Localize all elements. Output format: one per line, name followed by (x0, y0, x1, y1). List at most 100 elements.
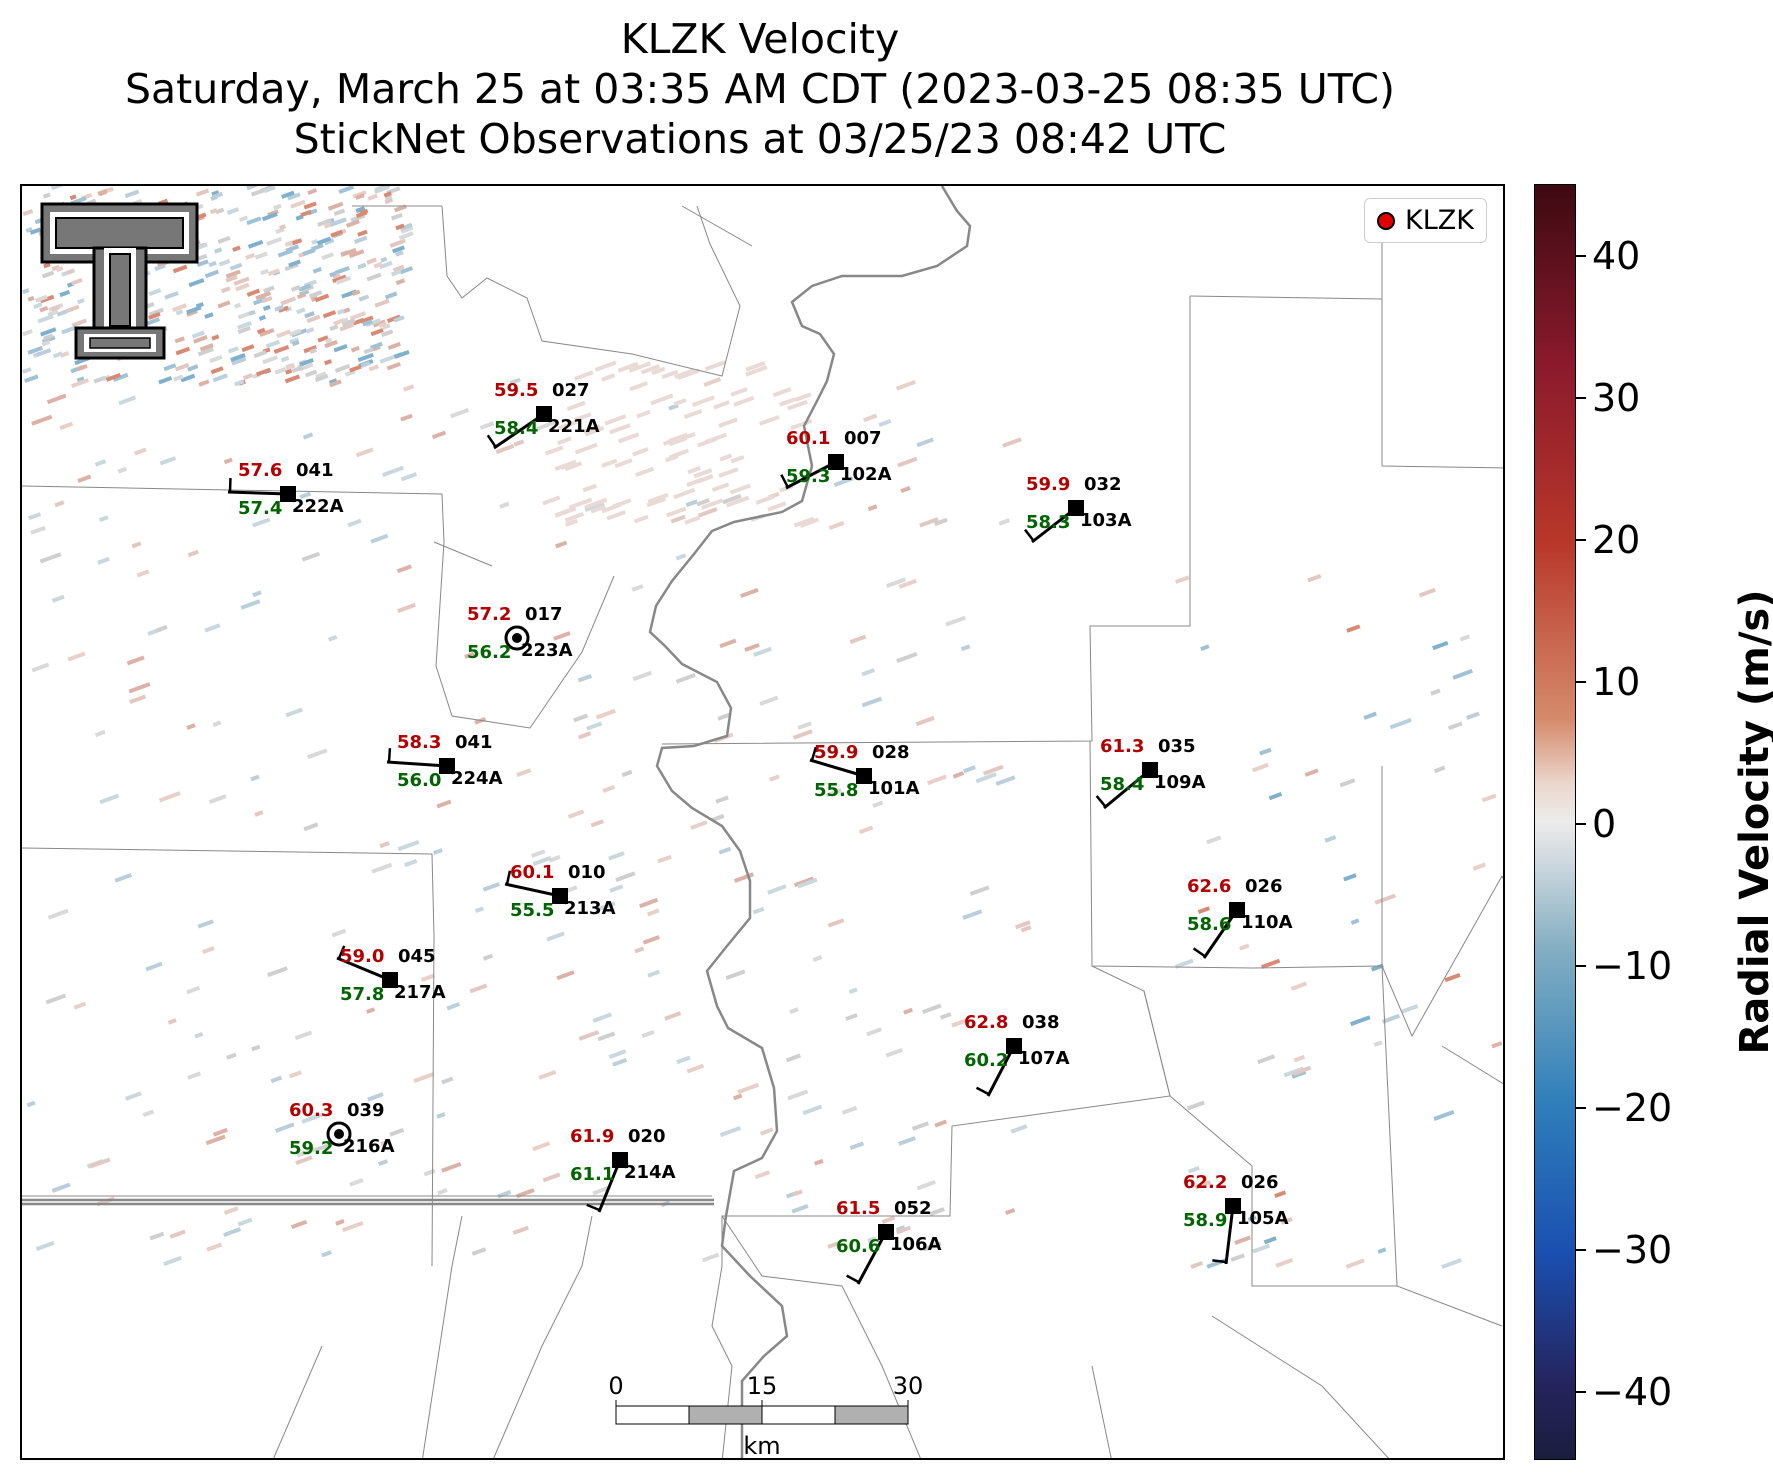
radar-return-gate (342, 1221, 364, 1233)
radar-return-gate (684, 515, 701, 525)
radar-return-gate (59, 351, 70, 358)
radar-return-gate (1466, 711, 1480, 720)
station-101A[interactable]: 59.9 028 55.8 101A (809, 742, 920, 801)
radar-return-gate (301, 551, 321, 562)
station-dewpoint: 59.3 (786, 466, 830, 487)
station-105A[interactable]: 62.2 026 58.9 105A (1183, 1172, 1289, 1265)
station-106A[interactable]: 61.5 052 60.6 106A (836, 1198, 942, 1285)
radar-return-gate (787, 399, 808, 411)
radar-return-gate (436, 1112, 446, 1119)
station-217A[interactable]: 59.0 045 57.8 217A (336, 945, 446, 1005)
radar-return-gate (291, 238, 303, 246)
radar-return-gate (261, 295, 273, 304)
radar-return-gate (767, 501, 787, 512)
scale-bar: 0 15 30 km (608, 1372, 923, 1458)
station-dewpoint: 58.3 (1026, 512, 1070, 533)
radar-return-gate (651, 366, 666, 376)
colorbar-tick-mark (1576, 681, 1586, 683)
radar-return-gate (719, 453, 733, 462)
station-224A[interactable]: 58.3 041 56.0 224A (386, 732, 503, 791)
radar-return-gate (553, 631, 571, 641)
station-214A[interactable]: 61.9 020 61.1 214A (570, 1126, 676, 1213)
wind-barb-flag (337, 945, 346, 960)
radar-return-gate (210, 366, 224, 375)
radar-return-gate (267, 966, 288, 978)
radar-return-gate (787, 1089, 809, 1101)
radar-return-gate (374, 298, 390, 308)
radar-return-gate (841, 1105, 858, 1115)
radar-return-gate (154, 263, 166, 272)
radar-return-gate (355, 193, 365, 201)
radar-return-gate (158, 791, 181, 803)
wind-barb (227, 490, 289, 496)
radar-return-gate (730, 455, 745, 464)
station-id: 110A (1241, 912, 1293, 933)
radar-map[interactable]: 59.5 027 58.4 221A 57.6 041 57.4 222A 60.1 007 59.… (20, 184, 1505, 1460)
station-dewpoint: 57.4 (238, 498, 282, 519)
radar-return-gate (254, 251, 268, 260)
station-temperature: 60.1 (510, 862, 554, 883)
radar-return-gate (1020, 925, 1032, 933)
radar-return-gate (567, 809, 585, 819)
station-216A[interactable]: 60.3 039 59.2 216A (289, 1100, 395, 1159)
station-223A[interactable]: 57.2 017 56.2 223A (467, 604, 573, 663)
radar-return-gate (22, 208, 34, 217)
radar-return-gate (254, 810, 264, 817)
radar-return-gate (324, 337, 333, 344)
station-102A[interactable]: 60.1 007 59.3 102A (780, 428, 892, 490)
station-213A[interactable]: 60.1 010 55.5 213A (504, 862, 616, 921)
station-221A[interactable]: 59.5 027 58.4 221A (486, 380, 600, 450)
radar-return-gate (209, 354, 223, 364)
scale-tick-0: 0 (608, 1372, 623, 1400)
radar-return-gate (348, 249, 365, 259)
station-temperature: 62.8 (964, 1012, 1008, 1033)
radar-site-marker-icon (1377, 211, 1396, 230)
radar-return-gate (387, 341, 401, 350)
radar-velocity-returns (22, 186, 1503, 1269)
radar-return-gate (697, 436, 718, 448)
station-marker (334, 1129, 344, 1139)
station-107A[interactable]: 62.8 038 60.2 107A (964, 1012, 1070, 1097)
station-103A[interactable]: 59.9 032 58.3 103A (1024, 474, 1132, 544)
station-wind-direction: 010 (568, 862, 606, 883)
radar-return-gate (273, 203, 282, 211)
radar-return-gate (349, 364, 362, 373)
station-222A[interactable]: 57.6 041 57.4 222A (227, 460, 344, 519)
radar-return-gate (27, 295, 35, 302)
station-marker (878, 1224, 894, 1240)
radar-return-gate (323, 238, 335, 246)
radar-return-gate (206, 1242, 223, 1252)
radar-return-gate (400, 225, 414, 234)
radar-return-gate (772, 387, 792, 398)
radar-return-gate (952, 771, 965, 779)
wind-barb-flag (1095, 795, 1107, 808)
radar-return-gate (911, 1121, 929, 1131)
station-id: 106A (890, 1234, 942, 1255)
station-110A[interactable]: 62.6 026 58.6 110A (1187, 876, 1293, 959)
radar-return-gate (675, 673, 696, 684)
station-dewpoint: 57.8 (340, 984, 384, 1005)
radar-return-gate (399, 266, 414, 275)
radar-return-gate (646, 496, 667, 508)
radar-return-gate (211, 190, 220, 197)
radar-return-gate (373, 261, 383, 269)
radar-return-gate (106, 186, 114, 193)
radar-return-gate (51, 264, 60, 272)
radar-return-gate (866, 1027, 883, 1037)
radar-return-gate (919, 517, 939, 528)
radar-return-gate (304, 311, 315, 319)
station-109A[interactable]: 61.3 035 58.4 109A (1095, 736, 1206, 810)
radar-return-gate (98, 515, 109, 523)
radar-return-gate (632, 447, 649, 457)
radar-return-gate (256, 327, 266, 335)
radar-return-gate (255, 291, 272, 301)
radar-return-gate (827, 918, 845, 928)
radar-return-gate (1257, 1054, 1276, 1065)
radar-return-gate (441, 1162, 462, 1173)
radar-return-gate (389, 1127, 405, 1137)
radar-return-gate (962, 909, 983, 920)
radar-return-gate (39, 294, 55, 304)
radar-return-gate (1350, 918, 1360, 925)
radar-return-gate (148, 312, 161, 320)
radar-return-gate (296, 292, 307, 300)
